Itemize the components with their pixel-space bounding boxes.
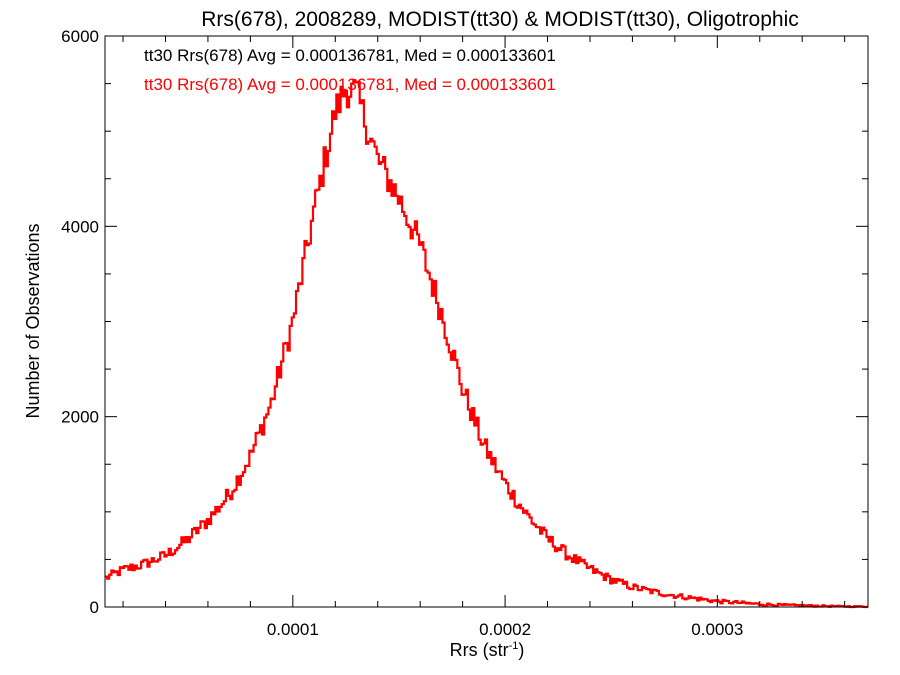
x-axis-label-main: Rrs (str xyxy=(450,640,509,660)
x-axis-label-superscript: -1 xyxy=(509,640,519,652)
x-axis-label-close: ) xyxy=(518,640,524,660)
histogram-series-line xyxy=(105,79,868,609)
legend-entry-black: tt30 Rrs(678) Avg = 0.000136781, Med = 0… xyxy=(144,46,556,65)
y-tick-label: 4000 xyxy=(61,217,99,236)
x-tick-label: 0.0002 xyxy=(479,620,531,639)
y-tick-label: 2000 xyxy=(61,408,99,427)
y-axis-label: Number of Observations xyxy=(23,223,43,418)
y-tick-label: 0 xyxy=(90,598,99,617)
plot-area: 0.0001 0.0002 0.0003 0 2000 4000 6000 xyxy=(61,27,869,639)
legend-entry-red: tt30 Rrs(678) Avg = 0.000136781, Med = 0… xyxy=(144,75,556,94)
x-axis-label: Rrs (str-1) xyxy=(450,640,525,660)
axis-tick-labels: 0.0001 0.0002 0.0003 0 2000 4000 6000 xyxy=(61,27,743,639)
axis-ticks xyxy=(105,35,868,608)
x-tick-label: 0.0001 xyxy=(267,620,319,639)
chart-title: Rrs(678), 2008289, MODIST(tt30) & MODIST… xyxy=(201,8,799,31)
y-tick-label: 6000 xyxy=(61,27,99,46)
plot-frame xyxy=(104,35,869,608)
x-tick-label: 0.0003 xyxy=(691,620,743,639)
